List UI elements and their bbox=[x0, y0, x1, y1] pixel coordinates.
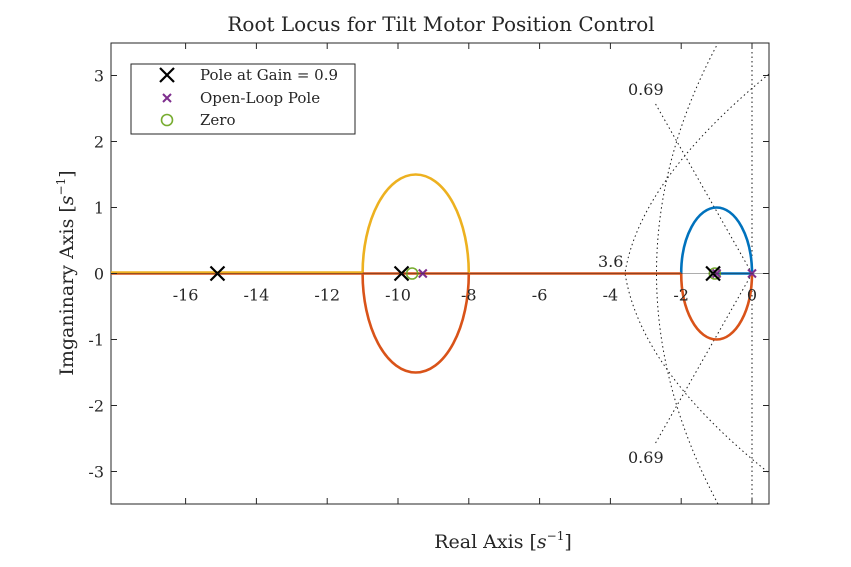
x-tick-label-0: -16 bbox=[173, 286, 199, 305]
y-axis-label: Imganinary Axis [s−1] bbox=[54, 170, 78, 375]
frequency-contour bbox=[624, 73, 770, 474]
y-tick-label-4: 1 bbox=[94, 199, 104, 218]
x-tick-label-8: 0 bbox=[747, 286, 757, 305]
legend-marker-pole-gain bbox=[159, 67, 175, 83]
x-tick-label-1: -14 bbox=[244, 286, 270, 305]
frequency-label: 3.6 bbox=[598, 252, 623, 271]
y-tick-label-6: 3 bbox=[94, 67, 104, 86]
x-tick-label-4: -8 bbox=[461, 286, 477, 305]
y-tick-label-1: -2 bbox=[88, 397, 104, 416]
y-tick-label-3: 0 bbox=[94, 265, 104, 284]
y-tick-label-0: -3 bbox=[88, 463, 104, 482]
locus-branch-yellow-arc bbox=[361, 173, 471, 274]
x-tick-label-3: -10 bbox=[385, 286, 411, 305]
x-tick-label-7: -2 bbox=[673, 286, 689, 305]
y-tick-label-2: -1 bbox=[88, 331, 104, 350]
y-tick-label-5: 2 bbox=[94, 133, 104, 152]
damping-label-upper: 0.69 bbox=[628, 80, 664, 99]
legend: Pole at Gain = 0.9 Open-Loop Pole Zero bbox=[130, 63, 356, 135]
x-tick-label-2: -12 bbox=[314, 286, 340, 305]
damping-line-lower bbox=[654, 273, 753, 445]
x-tick-label-6: -4 bbox=[603, 286, 619, 305]
legend-marker-open-loop-pole bbox=[162, 93, 172, 103]
legend-label-zero: Zero bbox=[200, 111, 236, 129]
legend-label-open-loop-pole: Open-Loop Pole bbox=[200, 89, 320, 107]
x-axis-label: Real Axis [s−1] bbox=[434, 529, 572, 553]
legend-marker-zero bbox=[160, 113, 174, 127]
locus-branch-orange-arc-right bbox=[679, 273, 754, 341]
locus-branch-blue-arc bbox=[679, 206, 754, 274]
x-tick-label-5: -6 bbox=[532, 286, 548, 305]
locus-branch-orange-arc-left bbox=[361, 273, 471, 374]
damping-label-lower: 0.69 bbox=[628, 448, 664, 467]
chart-title: Root Locus for Tilt Motor Position Contr… bbox=[227, 12, 654, 36]
legend-label-pole-gain: Pole at Gain = 0.9 bbox=[200, 66, 338, 84]
damping-line-upper bbox=[654, 102, 753, 274]
